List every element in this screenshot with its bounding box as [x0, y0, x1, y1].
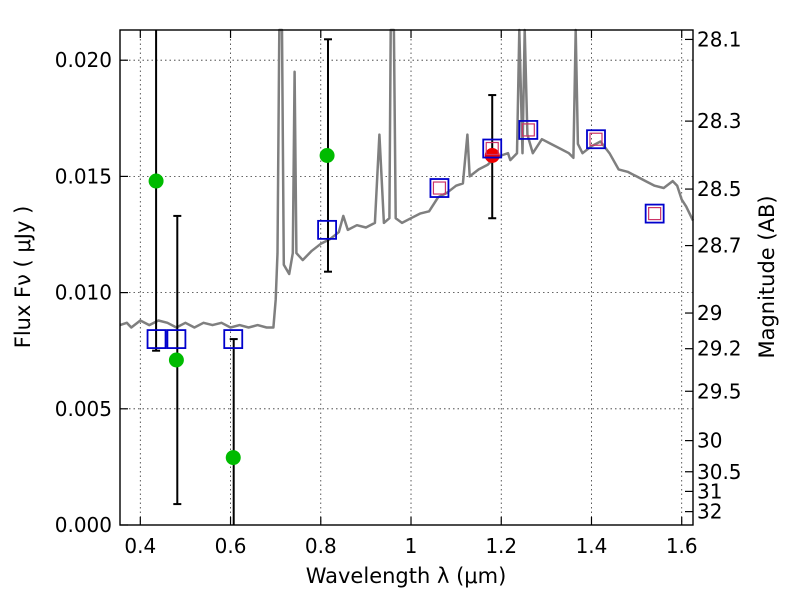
- y-tick-label: 0.000: [55, 513, 112, 537]
- mag-tick-label: 32: [697, 500, 722, 524]
- model-box-layer: [146, 120, 665, 349]
- x-tick-label: 0.6: [215, 534, 247, 558]
- spectrum-line: [119, 28, 695, 329]
- photometry-point: [225, 450, 241, 466]
- model-box-inner: [648, 206, 662, 221]
- model-box-inner: [432, 181, 447, 195]
- mag-tick-label: 28.1: [697, 27, 742, 51]
- model-box: [317, 219, 337, 240]
- y-tick-label: 0.020: [55, 48, 112, 72]
- model-box-inner: [485, 141, 499, 156]
- y-tick-label: 0.015: [55, 164, 112, 188]
- plot-frame: [119, 29, 694, 526]
- mag-tick-label: 28.5: [697, 177, 742, 201]
- tick-layer: 0.4 0.6 0.8 1 1.2 1.4 1.6 0.000 0.005 0.010 0.015 0…: [55, 27, 742, 558]
- errorbar-layer: [152, 30, 497, 525]
- mag-tick-label: 28.7: [697, 234, 742, 258]
- mag-tick-label: 30: [697, 429, 722, 453]
- model-box: [146, 329, 167, 349]
- x-tick-label: 1.4: [576, 534, 608, 558]
- photometry-point: [484, 147, 500, 163]
- model-box-inner: [521, 123, 535, 137]
- x-tick-label: 0.4: [124, 534, 156, 558]
- mag-tick-label: 30.5: [697, 460, 742, 484]
- y-tick-label: 0.010: [55, 281, 112, 305]
- model-box: [166, 329, 187, 349]
- grid-lines: [120, 30, 693, 526]
- x-axis-label: Wavelength λ (μm): [306, 564, 507, 588]
- mag-tick-label: 29: [697, 301, 722, 325]
- model-box: [429, 178, 450, 198]
- mag-tick-label: 31: [697, 479, 722, 503]
- photometry-point: [168, 352, 184, 368]
- model-box: [223, 329, 244, 349]
- mag-tick-label: 29.5: [697, 379, 742, 403]
- mag-tick-label: 29.2: [697, 337, 742, 361]
- model-box: [644, 203, 665, 224]
- x-tick-label: 1.6: [666, 534, 698, 558]
- y2-axis-label: Magnitude (AB): [755, 195, 779, 358]
- x-tick-label: 0.8: [305, 534, 337, 558]
- y-tick-label: 0.005: [55, 397, 112, 421]
- x-tick-label: 1: [405, 534, 418, 558]
- spectrum-layer: [119, 28, 695, 329]
- photometry-point: [148, 173, 164, 189]
- model-box-inner: [589, 132, 603, 146]
- photometry-layer: [148, 147, 500, 466]
- y-axis-label: Flux Fν ( μJy ): [11, 206, 35, 349]
- model-box: [586, 129, 606, 150]
- model-box: [482, 138, 503, 159]
- model-box: [518, 120, 539, 140]
- x-tick-label: 1.2: [485, 534, 517, 558]
- mag-tick-label: 28.3: [697, 109, 742, 133]
- photometry-point: [319, 147, 335, 163]
